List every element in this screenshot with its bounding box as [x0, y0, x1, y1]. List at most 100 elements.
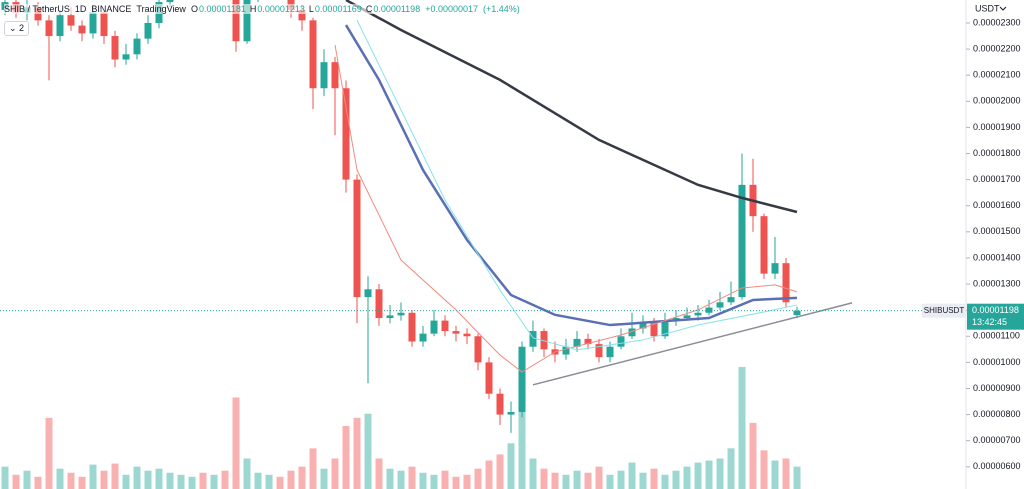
candle-body [540, 331, 548, 350]
y-tick-label: 0.00001900 [973, 122, 1021, 132]
candle-body [650, 323, 658, 337]
candle-body [144, 22, 152, 39]
y-tick-label: 0.00001400 [973, 252, 1021, 262]
volume-bar [760, 450, 768, 489]
ohlc-value: 0.00001181 [198, 4, 246, 14]
volume-bar [276, 476, 284, 489]
ohlc-key: O [190, 4, 198, 14]
candle-body [705, 307, 713, 313]
volume-bar [177, 474, 185, 489]
candle-body [738, 184, 746, 298]
candle-body [331, 62, 339, 89]
candle-body [243, 0, 251, 42]
volume-bar [353, 417, 361, 489]
candle-body [309, 20, 317, 89]
candle-body [375, 289, 383, 318]
volume-bar [144, 470, 152, 489]
candle-body [111, 36, 119, 60]
y-tick-label: 0.00001600 [973, 200, 1021, 210]
indicator-line [532, 302, 853, 386]
volume-bar [617, 470, 625, 489]
price-tag-bg [967, 303, 1024, 330]
y-tick-label: 0.00001800 [973, 148, 1021, 158]
candle-body [232, 0, 240, 42]
volume-bar [474, 468, 482, 489]
candle-body [683, 315, 691, 318]
volume-bar [78, 476, 86, 489]
source: TradingView [136, 4, 186, 14]
candle-body [716, 302, 724, 308]
price-axis: USDT 0.00000600 0.00000700 0.00000800 0.000… [922, 0, 1024, 489]
ohlc-item: L0.00001169 [309, 4, 362, 14]
indicator-toggle[interactable]: ⌄ 2 [4, 21, 30, 36]
volume-bar [89, 464, 97, 489]
currency-label[interactable]: USDT [975, 3, 1000, 13]
volume-bar [34, 476, 42, 489]
volume-bar [463, 474, 471, 489]
candle-body [430, 320, 438, 334]
volume-bar [408, 466, 416, 489]
volume-bar [342, 425, 350, 489]
y-tick-label: 0.00002100 [973, 70, 1021, 80]
candle-body [353, 179, 361, 298]
volume-bar [452, 476, 460, 489]
volume-bar [254, 472, 262, 489]
ohlc: O0.00001181 H0.00001213 L0.00001169 C0.0000… [191, 4, 420, 14]
volume-bar [573, 470, 581, 489]
change: +0.00000017 [425, 4, 479, 14]
candle-body [463, 333, 471, 337]
candle-body [56, 15, 64, 37]
volume-bar [518, 407, 526, 489]
y-tick-label: 0.00001100 [973, 331, 1020, 341]
volume-bar [23, 470, 31, 489]
candle-body [628, 328, 636, 337]
volume-bar [419, 472, 427, 489]
volume-bar [199, 472, 207, 489]
candle-body [584, 338, 592, 345]
indicator-count: 2 [19, 23, 25, 33]
candle-body [474, 336, 482, 363]
volume-bar [441, 470, 449, 489]
volume-bar [562, 474, 570, 489]
volume-bar [122, 474, 130, 489]
indicator-line [344, 24, 798, 327]
candle-body [67, 15, 75, 26]
volume-bar [430, 474, 438, 489]
volume-bar [375, 458, 383, 489]
candle-body [771, 263, 779, 274]
symbol-tag-bg [922, 303, 966, 318]
currency-chevron [999, 6, 1007, 11]
volume-bar [584, 472, 592, 489]
volume-bar [133, 466, 141, 489]
y-tick-label: 0.00000800 [973, 409, 1021, 419]
y-tick-label: 0.00000600 [973, 461, 1021, 471]
volume-bar [727, 448, 735, 489]
candle-body [100, 12, 108, 37]
volume-bar [782, 458, 790, 489]
volume-bar [793, 466, 801, 489]
volume-bar [694, 462, 702, 489]
candle-body [518, 346, 526, 412]
volume-bar [45, 417, 53, 489]
candle-body [661, 320, 669, 337]
candle-body [727, 297, 735, 303]
y-tick-label: 0.00001500 [973, 226, 1021, 236]
volume-bar [672, 470, 680, 489]
volume-bar [771, 460, 779, 489]
candle-body [760, 216, 768, 274]
y-tick-label: 0.00001000 [973, 357, 1021, 367]
ohlc-item: H0.00001213 [250, 4, 305, 14]
candle-body [320, 62, 328, 89]
volume-bar [56, 468, 64, 489]
volume-bar [166, 472, 174, 489]
volume-bar [320, 468, 328, 489]
candle-body [133, 38, 141, 55]
candle-body [45, 20, 53, 37]
candle-body [595, 344, 603, 358]
candle-body [573, 338, 581, 347]
candle-body [562, 346, 570, 355]
candle-body [529, 331, 537, 347]
candle-body [485, 362, 493, 394]
